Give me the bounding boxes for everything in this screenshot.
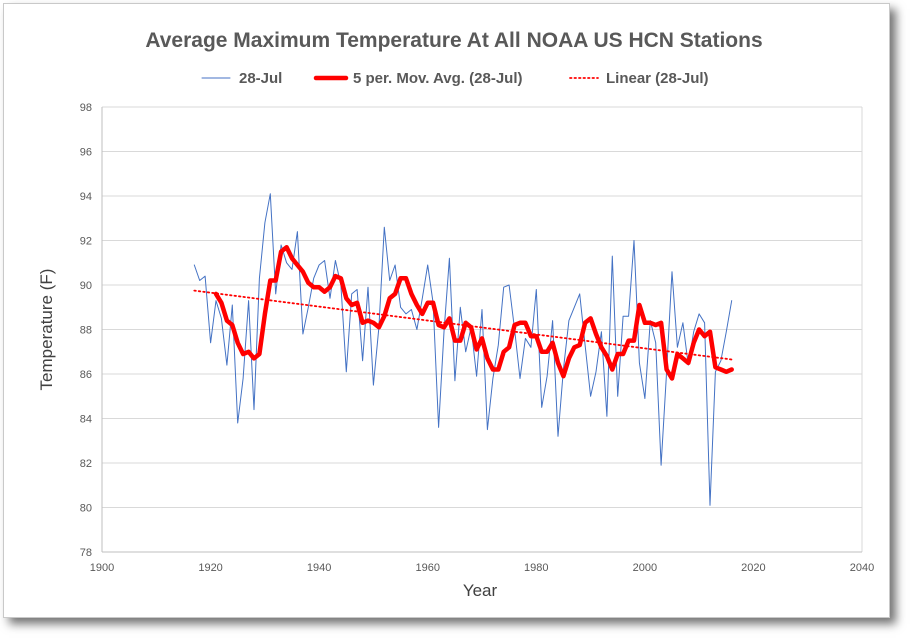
- y-axis-title: Temperature (F): [37, 269, 56, 391]
- x-tick-label-1920: 1920: [198, 562, 222, 574]
- legend-label-1: 5 per. Mov. Avg. (28-Jul): [353, 70, 522, 87]
- gridlines: [102, 106, 862, 553]
- series-group: [193, 193, 734, 506]
- y-tick-label-82: 82: [80, 458, 92, 470]
- series-line-1: [213, 244, 734, 381]
- chart-frame: Average Maximum Temperature At All NOAA …: [3, 3, 890, 618]
- legend-label-2: Linear (28-Jul): [606, 70, 709, 87]
- y-tick-label-80: 80: [80, 503, 92, 515]
- x-tick-label-1940: 1940: [307, 562, 331, 574]
- y-tick-label-98: 98: [80, 102, 92, 114]
- plot-border: [101, 107, 863, 553]
- x-tick-label-2000: 2000: [633, 562, 657, 574]
- y-tick-label-92: 92: [80, 236, 92, 248]
- x-tick-label-1900: 1900: [90, 562, 114, 574]
- y-tick-label-94: 94: [80, 191, 92, 203]
- x-tick-label-1980: 1980: [524, 562, 548, 574]
- y-tick-label-84: 84: [80, 414, 92, 426]
- y-tick-label-88: 88: [80, 325, 92, 337]
- y-tick-label-96: 96: [80, 147, 92, 159]
- y-tick-label-90: 90: [80, 280, 92, 292]
- x-axis-ticks: 1900 1920 1940 1960 1980 2000 2020 2040: [90, 562, 874, 574]
- legend-label-0: 28-Jul: [239, 70, 282, 87]
- x-tick-label-2020: 2020: [741, 562, 765, 574]
- legend: 28-Jul 5 per. Mov. Avg. (28-Jul) Linear (2…: [201, 70, 709, 87]
- chart-title: Average Maximum Temperature At All NOAA …: [145, 29, 762, 52]
- y-axis-ticks: 78 80 82 84 86 88 90 92 94 96 98: [80, 102, 92, 559]
- x-tick-label-2040: 2040: [850, 562, 874, 574]
- y-tick-label-78: 78: [80, 547, 92, 559]
- x-tick-label-1960: 1960: [415, 562, 439, 574]
- y-tick-label-86: 86: [80, 369, 92, 381]
- x-axis-title: Year: [463, 581, 498, 600]
- chart-area: Average Maximum Temperature At All NOAA …: [37, 29, 874, 600]
